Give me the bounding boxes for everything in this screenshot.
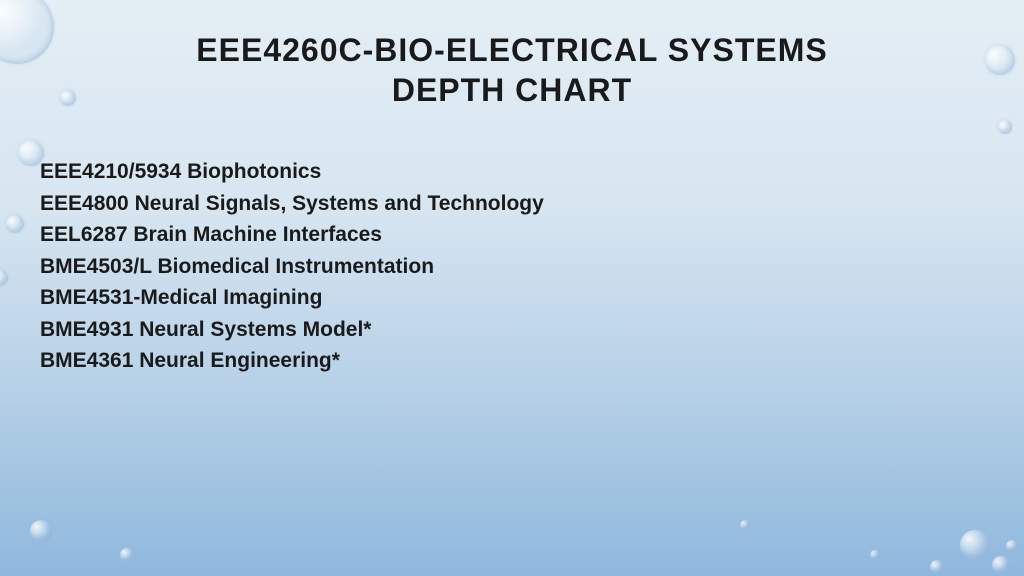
list-item: BME4361 Neural Engineering*: [40, 345, 984, 377]
title-line-1: EEE4260C-BIO-ELECTRICAL SYSTEMS: [196, 32, 827, 68]
slide-container: EEE4260C-BIO-ELECTRICAL SYSTEMS DEPTH CH…: [0, 0, 1024, 576]
list-item: EEL6287 Brain Machine Interfaces: [40, 219, 984, 251]
title-line-2: DEPTH CHART: [392, 72, 632, 108]
course-list: EEE4210/5934 Biophotonics EEE4800 Neural…: [40, 156, 984, 377]
slide-title: EEE4260C-BIO-ELECTRICAL SYSTEMS DEPTH CH…: [40, 30, 984, 110]
list-item: BME4931 Neural Systems Model*: [40, 314, 984, 346]
list-item: BME4503/L Biomedical Instrumentation: [40, 251, 984, 283]
list-item: EEE4800 Neural Signals, Systems and Tech…: [40, 188, 984, 220]
list-item: BME4531-Medical Imagining: [40, 282, 984, 314]
list-item: EEE4210/5934 Biophotonics: [40, 156, 984, 188]
